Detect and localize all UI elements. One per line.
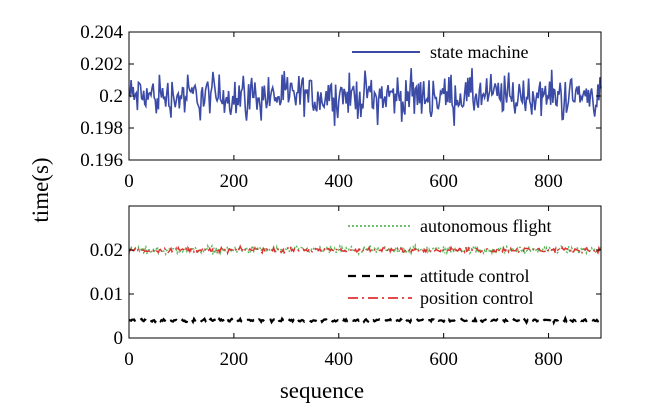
bottom-ticks: 0 200 400 600 800 0 0.01 0.02 [90, 206, 601, 370]
bottom-x-tick-label: 600 [429, 349, 458, 370]
top-ticks: 0 200 400 600 800 0.196 0.198 0.2 0.202 0.204 [80, 22, 601, 192]
top-x-tick-label: 0 [124, 171, 134, 192]
bottom-axes-frame [128, 205, 602, 339]
legend-label-attitude-control: attitude control [420, 266, 529, 286]
bottom-plot-area [128, 242, 602, 326]
series-line-attitude-control [128, 315, 602, 326]
top-legend: state machine [346, 37, 578, 65]
top-y-tick-label: 0.196 [80, 150, 123, 171]
top-x-tick-label: 800 [534, 171, 563, 192]
bottom-x-tick-label: 0 [124, 349, 134, 370]
top-y-tick-label: 0.198 [80, 118, 123, 139]
top-y-tick-label: 0.2 [99, 86, 123, 107]
legend-label-position-control: position control [420, 288, 534, 308]
top-x-tick-label: 200 [220, 171, 249, 192]
x-axis-label: sequence [280, 378, 364, 403]
series-line-autonomous-flight [128, 242, 602, 257]
top-x-tick-label: 400 [325, 171, 354, 192]
top-y-tick-label: 0.202 [80, 54, 123, 75]
series-line-state-machine [128, 68, 602, 126]
y-axis-label: time(s) [28, 157, 53, 222]
top-y-tick-label: 0.204 [80, 22, 123, 43]
bottom-y-tick-label: 0.02 [90, 240, 123, 261]
legend-label-state-machine: state machine [430, 42, 528, 62]
top-plot-area [128, 68, 602, 126]
bottom-legend: autonomous flight attitude controlpositio… [344, 216, 580, 308]
bottom-panel: 0 200 400 600 800 0 0.01 0.02 autonomous flight… [90, 205, 602, 370]
bottom-x-tick-label: 800 [534, 349, 563, 370]
legend-bg [344, 266, 580, 308]
bottom-x-tick-label: 400 [325, 349, 354, 370]
bottom-y-tick-label: 0 [114, 328, 124, 349]
top-x-tick-label: 600 [429, 171, 458, 192]
top-panel: 0 200 400 600 800 0.196 0.198 0.2 0.202 0.204 sta… [80, 22, 602, 192]
bottom-x-tick-label: 200 [220, 349, 249, 370]
bottom-y-tick-label: 0.01 [90, 284, 123, 305]
legend-label-autonomous-flight: autonomous flight [420, 216, 552, 236]
